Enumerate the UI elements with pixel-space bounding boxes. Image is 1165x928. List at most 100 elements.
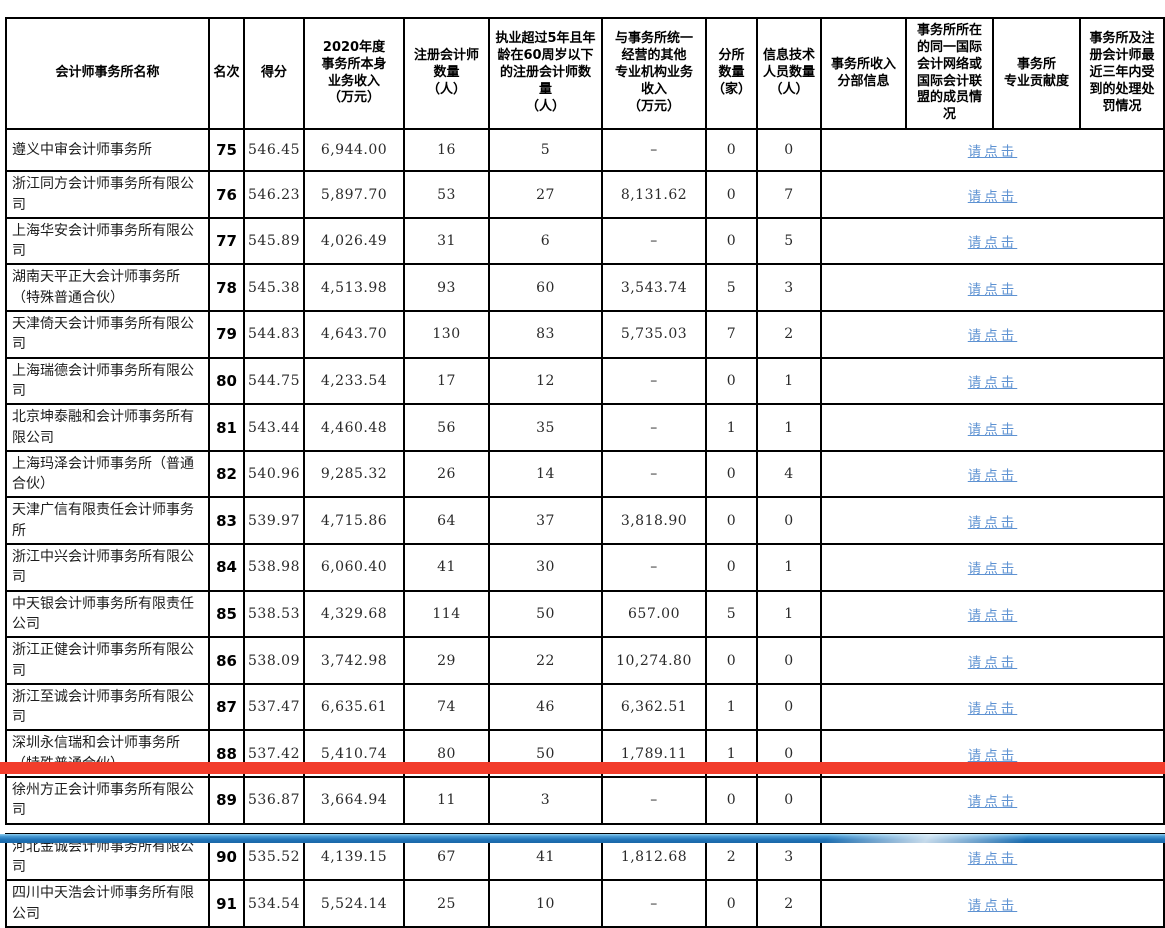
other-revenue-cell: 657.00 (601, 589, 707, 639)
cpa-5yr-cell: 10 (488, 879, 603, 928)
detail-link-cell: 请点击 (820, 682, 1165, 732)
score-cell: 545.38 (243, 263, 305, 313)
detail-link[interactable]: 请点击 (967, 514, 1018, 531)
branch-count-cell: 0 (705, 170, 758, 219)
it-staff-cell: 2 (756, 310, 822, 359)
detail-link[interactable]: 请点击 (967, 607, 1018, 624)
detail-link[interactable]: 请点击 (967, 468, 1018, 485)
firm-name-cell: 四川中天浩会计师事务所有限公司 (5, 879, 210, 928)
rank-cell: 89 (208, 776, 245, 825)
detail-link[interactable]: 请点击 (967, 281, 1018, 298)
table-header: 会计师事务所名称 名次 得分 2020年度 事务所本身 业务收入 （万元） 注册… (5, 17, 1165, 130)
it-staff-cell: 4 (756, 449, 822, 499)
detail-link-cell: 请点击 (820, 263, 1165, 313)
table-row: 上海瑞德会计师事务所有限公司 80 544.75 4,233.54 17 12 … (5, 356, 1165, 406)
other-revenue-cell: – (601, 879, 707, 928)
other-revenue-cell: 8,131.62 (601, 170, 707, 219)
revenue-cell: 4,460.48 (303, 403, 405, 452)
detail-link[interactable]: 请点击 (967, 654, 1018, 671)
header-cpa-5yr-under60: 执业超过5年且年 龄在60周岁以下 的注册会计师数 量 （人） (488, 17, 603, 130)
cpa-count-cell: 74 (403, 682, 490, 732)
branch-count-cell: 0 (705, 879, 758, 928)
branch-count-cell: 0 (705, 127, 758, 173)
table-row: 中天银会计师事务所有限责任公司 85 538.53 4,329.68 114 5… (5, 589, 1165, 639)
it-staff-cell: 1 (756, 589, 822, 639)
branch-count-cell: 0 (705, 449, 758, 499)
firm-name-cell: 上海瑞德会计师事务所有限公司 (5, 356, 210, 406)
it-staff-cell: 5 (756, 216, 822, 266)
cpa-count-cell: 93 (403, 263, 490, 313)
other-revenue-cell: – (601, 543, 707, 592)
window-edge-bar (0, 834, 1165, 843)
table-row: 北京坤泰融和会计师事务所有限公司 81 543.44 4,460.48 56 3… (5, 403, 1165, 452)
detail-link[interactable]: 请点击 (967, 374, 1018, 391)
cpa-count-cell: 53 (403, 170, 490, 219)
revenue-cell: 4,643.70 (303, 310, 405, 359)
cpa-5yr-cell: 83 (488, 310, 603, 359)
detail-link[interactable]: 请点击 (967, 747, 1018, 764)
header-penalty-record: 事务所及注 册会计师最 近三年内受 到的处理处 罚情况 (1079, 17, 1165, 130)
table-row: 浙江中兴会计师事务所有限公司 84 538.98 6,060.40 41 30 … (5, 543, 1165, 592)
detail-link[interactable]: 请点击 (967, 850, 1018, 867)
revenue-cell: 9,285.32 (303, 449, 405, 499)
rank-cell: 77 (208, 216, 245, 266)
firm-name-cell: 中天银会计师事务所有限责任公司 (5, 589, 210, 639)
detail-link[interactable]: 请点击 (967, 188, 1018, 205)
detail-link-cell: 请点击 (820, 310, 1165, 359)
score-cell: 540.96 (243, 449, 305, 499)
header-cpa-count: 注册会计师 数量 （人） (403, 17, 490, 130)
accounting-firm-ranking-table: 会计师事务所名称 名次 得分 2020年度 事务所本身 业务收入 （万元） 注册… (5, 17, 1165, 928)
header-branch-count: 分所 数量 （家） (705, 17, 758, 130)
branch-count-cell: 1 (705, 403, 758, 452)
detail-link[interactable]: 请点击 (967, 701, 1018, 718)
rank-cell: 81 (208, 403, 245, 452)
branch-count-cell: 0 (705, 543, 758, 592)
firm-name-cell: 浙江中兴会计师事务所有限公司 (5, 543, 210, 592)
rank-cell: 83 (208, 496, 245, 546)
detail-link-cell: 请点击 (820, 127, 1165, 173)
revenue-cell: 4,715.86 (303, 496, 405, 546)
branch-count-cell: 1 (705, 682, 758, 732)
branch-count-cell: 0 (705, 356, 758, 406)
table-row: 四川中天浩会计师事务所有限公司 91 534.54 5,524.14 25 10… (5, 879, 1165, 928)
score-cell: 534.54 (243, 879, 305, 928)
revenue-cell: 3,742.98 (303, 636, 405, 685)
detail-link[interactable]: 请点击 (967, 144, 1018, 161)
detail-link[interactable]: 请点击 (967, 328, 1018, 345)
it-staff-cell: 0 (756, 496, 822, 546)
it-staff-cell: 0 (756, 776, 822, 825)
score-cell: 546.45 (243, 127, 305, 173)
rank-cell: 75 (208, 127, 245, 173)
detail-link[interactable]: 请点击 (967, 794, 1018, 811)
table-body: 遵义中审会计师事务所 75 546.45 6,944.00 16 5 – 0 0… (5, 127, 1165, 928)
cpa-5yr-cell: 3 (488, 776, 603, 825)
revenue-cell: 6,944.00 (303, 127, 405, 173)
firm-name-cell: 天津倚天会计师事务所有限公司 (5, 310, 210, 359)
detail-link[interactable]: 请点击 (967, 235, 1018, 252)
score-cell: 545.89 (243, 216, 305, 266)
branch-count-cell: 0 (705, 496, 758, 546)
other-revenue-cell: – (601, 776, 707, 825)
branch-count-cell: 0 (705, 216, 758, 266)
detail-link[interactable]: 请点击 (967, 897, 1018, 914)
detail-link[interactable]: 请点击 (967, 561, 1018, 578)
cpa-count-cell: 114 (403, 589, 490, 639)
score-cell: 536.87 (243, 776, 305, 825)
rank-cell: 84 (208, 543, 245, 592)
score-cell: 543.44 (243, 403, 305, 452)
table-row: 徐州方正会计师事务所有限公司 89 536.87 3,664.94 11 3 –… (5, 776, 1165, 825)
score-cell: 538.98 (243, 543, 305, 592)
cpa-5yr-cell: 12 (488, 356, 603, 406)
score-cell: 538.53 (243, 589, 305, 639)
cpa-5yr-cell: 22 (488, 636, 603, 685)
other-revenue-cell: 5,735.03 (601, 310, 707, 359)
red-divider-spacer-row (6, 822, 1164, 835)
detail-link-cell: 请点击 (820, 543, 1165, 592)
other-revenue-cell: – (601, 356, 707, 406)
detail-link[interactable]: 请点击 (967, 421, 1018, 438)
branch-count-cell: 5 (705, 263, 758, 313)
it-staff-cell: 0 (756, 127, 822, 173)
revenue-cell: 4,026.49 (303, 216, 405, 266)
score-cell: 537.47 (243, 682, 305, 732)
firm-name-cell: 徐州方正会计师事务所有限公司 (5, 776, 210, 825)
